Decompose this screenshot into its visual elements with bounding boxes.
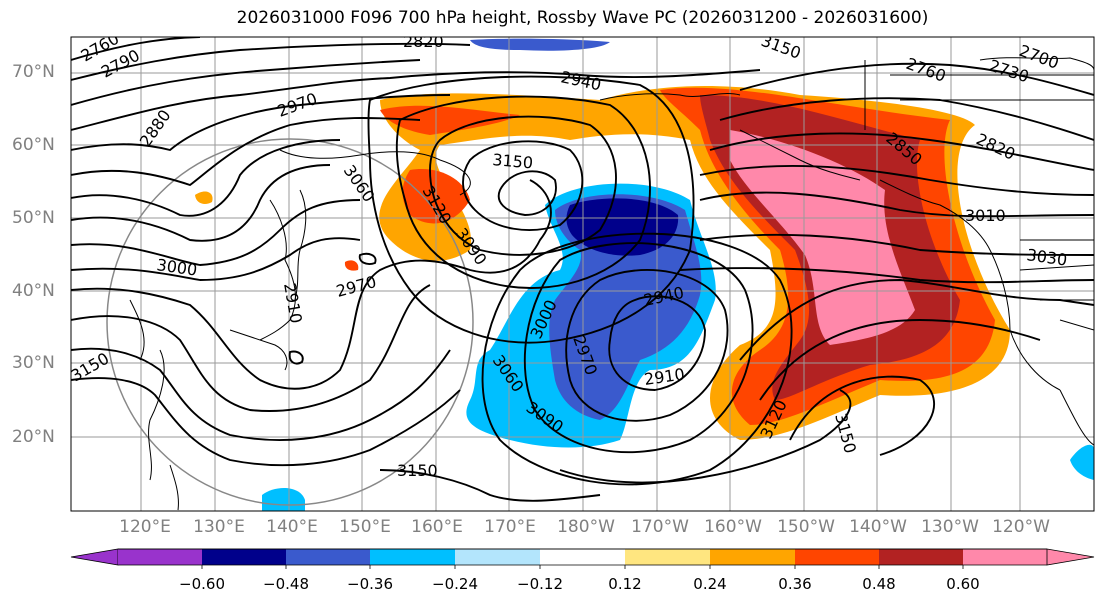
contour-label: 3010 — [965, 206, 1006, 225]
longitude-label: 160°E — [411, 517, 463, 537]
longitude-label: 120°W — [992, 517, 1050, 537]
contour-label: 2820 — [403, 32, 444, 51]
colorbar-tick-label: −0.24 — [432, 575, 478, 593]
map-frame — [70, 36, 1095, 512]
colorbar-tick-label: −0.12 — [517, 575, 563, 593]
height-contours — [71, 37, 1094, 502]
map-title: 2026031000 F096 700 hPa height, Rossby W… — [236, 8, 929, 28]
colorbar-tick-label: −0.48 — [263, 575, 309, 593]
positive-shading — [195, 85, 1011, 441]
map-plot-area: 2760 2790 2820 2880 2970 2940 3150 3060 … — [71, 32, 1094, 511]
latitude-label: 60°N — [12, 135, 55, 155]
longitude-label: 120°E — [119, 517, 171, 537]
contour-label: 3150 — [397, 461, 438, 480]
latitude-label: 20°N — [12, 427, 55, 447]
negative-shading — [262, 38, 1094, 511]
longitude-label: 170°E — [484, 517, 536, 537]
colorbar-tick-label: 0.60 — [946, 575, 980, 593]
latitude-label: 40°N — [12, 281, 55, 301]
longitude-label: 170°W — [631, 517, 689, 537]
longitude-label: 130°W — [921, 517, 979, 537]
longitude-label: 150°E — [339, 517, 391, 537]
range-circle — [106, 138, 474, 506]
longitude-label: 140°W — [849, 517, 907, 537]
longitude-label: 150°W — [777, 517, 835, 537]
latitude-label: 50°N — [12, 208, 55, 228]
colorbar-tick-label: 0.48 — [862, 575, 896, 593]
longitude-label: 160°W — [704, 517, 762, 537]
longitude-label: 130°E — [193, 517, 245, 537]
longitude-label: 140°E — [266, 517, 318, 537]
longitude-label: 180°W — [557, 517, 615, 537]
contour-label: 3150 — [492, 150, 534, 172]
latitude-label: 30°N — [12, 353, 55, 373]
colorbar — [70, 548, 1095, 569]
latitude-label: 70°N — [12, 62, 55, 82]
colorbar-tick-label: 0.24 — [693, 575, 727, 593]
colorbar-tick-label: −0.60 — [179, 575, 225, 593]
colorbar-tick-label: 0.12 — [608, 575, 642, 593]
colorbar-tick-label: −0.36 — [347, 575, 393, 593]
colorbar-tick-label: 0.36 — [778, 575, 812, 593]
